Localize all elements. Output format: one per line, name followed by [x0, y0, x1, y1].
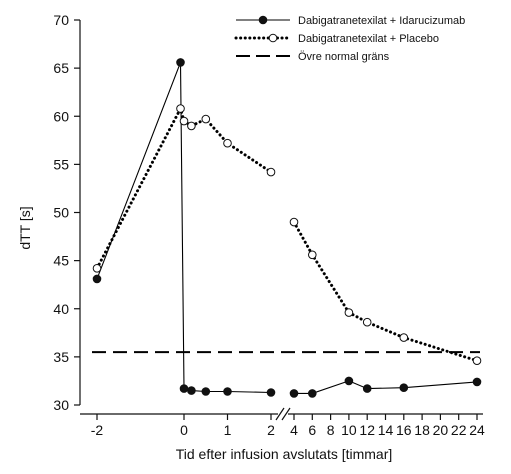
- data-point: [92, 274, 102, 284]
- x-tick-label: 4: [290, 422, 298, 438]
- series-idarucizumab: [92, 58, 482, 398]
- series-line: [96, 62, 272, 394]
- x-tick-label: -2: [91, 422, 104, 438]
- x-tick-label: 24: [469, 422, 485, 438]
- data-point: [362, 384, 372, 393]
- legend-swatch-marker: [258, 15, 268, 25]
- data-point: [179, 384, 189, 393]
- x-tick-label: 0: [180, 422, 188, 438]
- data-point: [308, 389, 317, 398]
- legend: Dabigatranetexilat + Idarucizumab Dabigat…: [234, 15, 465, 63]
- legend-entry: Dabigatranetexilat + Idarucizumab: [236, 15, 465, 27]
- x-tick-label: 10: [341, 422, 357, 438]
- y-tick-label: 35: [53, 349, 69, 365]
- x-tick-label: 20: [433, 422, 449, 438]
- data-point: [266, 388, 276, 397]
- x-tick-label: 22: [451, 422, 467, 438]
- legend-swatch-marker: [268, 33, 278, 43]
- series-line: [95, 104, 273, 270]
- data-point: [362, 317, 372, 327]
- data-point: [187, 121, 196, 131]
- data-point: [201, 114, 211, 124]
- data-point: [289, 217, 299, 227]
- data-point: [266, 167, 276, 177]
- y-tick-label: 45: [53, 253, 69, 269]
- data-point: [289, 389, 299, 398]
- x-tick-label: 2: [267, 422, 275, 438]
- data-point: [399, 333, 409, 342]
- data-point: [399, 383, 409, 393]
- series-layer: [92, 58, 482, 398]
- series-placebo: [92, 104, 482, 366]
- data-point: [472, 377, 482, 387]
- x-axis-break-mark: [275, 407, 285, 421]
- x-tick-label: 18: [414, 422, 430, 438]
- legend-entry: Övre normal gräns: [236, 51, 390, 63]
- legend-entry: Dabigatranetexilat + Placebo: [234, 33, 439, 45]
- data-point: [223, 138, 232, 148]
- series-line: [292, 220, 479, 363]
- y-tick-label: 70: [53, 12, 69, 28]
- y-tick-label: 30: [53, 397, 69, 413]
- data-point: [187, 386, 196, 395]
- data-point: [176, 58, 185, 67]
- data-point: [223, 387, 232, 396]
- y-tick-label: 50: [53, 205, 69, 221]
- data-point: [92, 264, 102, 273]
- data-point: [472, 356, 482, 366]
- x-tick-label: 8: [327, 422, 335, 438]
- y-tick-label: 40: [53, 301, 69, 317]
- x-tick-label: 6: [308, 422, 316, 438]
- data-point: [179, 116, 189, 126]
- x-axis-break-mark: [281, 407, 291, 421]
- data-point: [344, 376, 354, 386]
- x-tick-label: 1: [224, 422, 232, 438]
- data-point: [344, 308, 354, 317]
- data-point: [176, 104, 185, 113]
- x-tick-label: 14: [378, 422, 394, 438]
- data-point: [201, 387, 211, 396]
- x-tick-label: 12: [359, 422, 375, 438]
- y-tick-label: 65: [53, 60, 69, 76]
- y-tick-label: 55: [53, 156, 69, 172]
- y-tick-label: 60: [53, 108, 69, 124]
- legend-label: Dabigatranetexilat + Idarucizumab: [298, 15, 465, 27]
- legend-label: Dabigatranetexilat + Placebo: [298, 33, 439, 45]
- x-axis-title: Tid efter infusion avslutats [timmar]: [176, 446, 393, 462]
- series-line: [294, 380, 478, 394]
- y-axis-title: dTT [s]: [17, 206, 33, 249]
- data-point: [308, 250, 317, 260]
- legend-label: Övre normal gräns: [298, 51, 390, 63]
- x-tick-label: 16: [396, 422, 412, 438]
